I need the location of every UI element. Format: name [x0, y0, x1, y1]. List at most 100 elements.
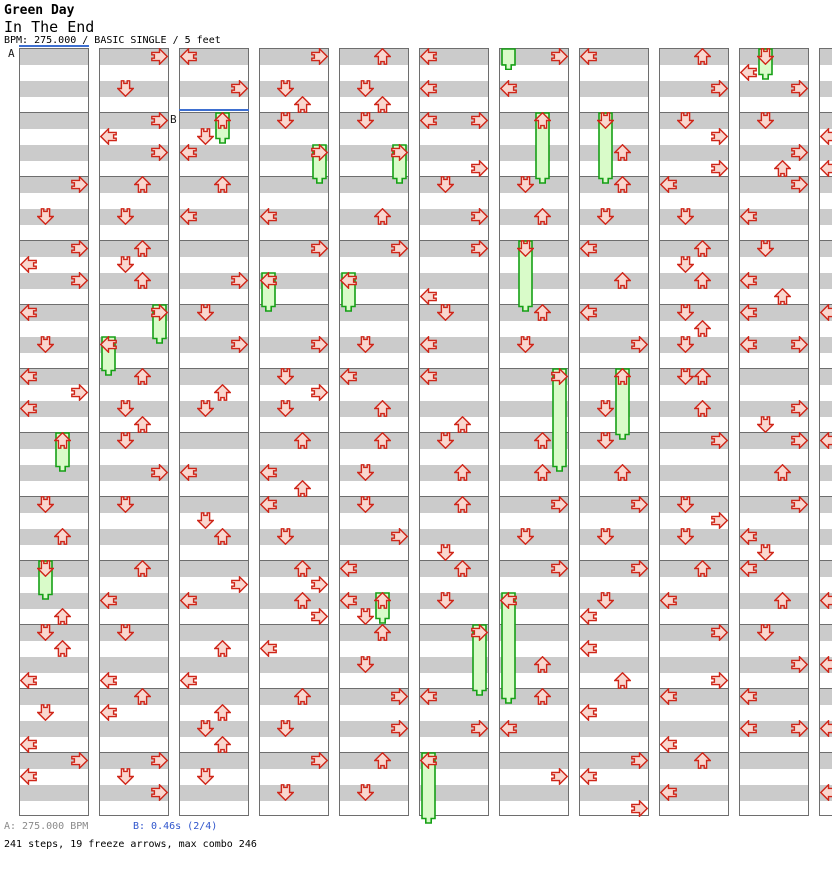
down-arrow-icon: [676, 336, 695, 354]
left-arrow-icon: [179, 143, 197, 162]
up-arrow-icon: [213, 639, 232, 657]
measure-line: [99, 496, 169, 497]
left-arrow-icon: [819, 431, 832, 450]
up-arrow-icon: [133, 175, 152, 193]
measure-line: [499, 560, 569, 561]
right-arrow-icon: [471, 159, 489, 178]
left-arrow-icon: [499, 591, 517, 610]
up-arrow-icon: [453, 495, 472, 513]
up-arrow-icon: [533, 655, 552, 673]
freeze-bar: [501, 48, 516, 71]
measure-line: [739, 176, 809, 177]
up-arrow-icon: [133, 687, 152, 705]
up-arrow-icon: [533, 207, 552, 225]
right-arrow-icon: [71, 383, 89, 402]
down-arrow-icon: [116, 256, 135, 274]
measure-line: [19, 304, 89, 305]
down-arrow-icon: [356, 784, 375, 802]
up-arrow-icon: [773, 591, 792, 609]
measure-line: [339, 432, 409, 433]
freeze-bar: [552, 368, 567, 472]
down-arrow-icon: [436, 176, 455, 194]
up-arrow-icon: [693, 47, 712, 65]
song-title: In The End: [4, 18, 95, 36]
down-arrow-icon: [516, 528, 535, 546]
left-arrow-icon: [739, 271, 757, 290]
left-arrow-icon: [739, 303, 757, 322]
right-arrow-icon: [151, 303, 169, 322]
right-arrow-icon: [471, 207, 489, 226]
right-arrow-icon: [151, 751, 169, 770]
down-arrow-icon: [276, 528, 295, 546]
measure-line: [659, 752, 729, 753]
up-arrow-icon: [53, 607, 72, 625]
measure-line: [339, 112, 409, 113]
down-arrow-icon: [356, 608, 375, 626]
left-arrow-icon: [579, 607, 597, 626]
measure-line: [419, 496, 489, 497]
right-arrow-icon: [231, 575, 249, 594]
right-arrow-icon: [711, 159, 729, 178]
left-arrow-icon: [659, 175, 677, 194]
measure-line: [819, 368, 832, 369]
measure-line: [339, 688, 409, 689]
measure-line: [259, 368, 329, 369]
freeze-bar: [598, 112, 613, 184]
left-arrow-icon: [179, 463, 197, 482]
up-arrow-icon: [373, 207, 392, 225]
measure-line: [99, 432, 169, 433]
down-arrow-icon: [356, 112, 375, 130]
down-arrow-icon: [196, 304, 215, 322]
up-arrow-icon: [293, 591, 312, 609]
down-arrow-icon: [356, 496, 375, 514]
down-arrow-icon: [36, 208, 55, 226]
left-arrow-icon: [99, 127, 117, 146]
left-arrow-icon: [579, 639, 597, 658]
measure-line: [259, 240, 329, 241]
left-arrow-icon: [99, 671, 117, 690]
left-arrow-icon: [819, 303, 832, 322]
measure-line: [99, 624, 169, 625]
up-arrow-icon: [213, 735, 232, 753]
down-arrow-icon: [596, 432, 615, 450]
measure-line: [499, 112, 569, 113]
up-arrow-icon: [293, 95, 312, 113]
right-arrow-icon: [551, 767, 569, 786]
right-arrow-icon: [711, 431, 729, 450]
right-arrow-icon: [551, 559, 569, 578]
left-arrow-icon: [19, 399, 37, 418]
measure-line: [259, 496, 329, 497]
measure-line: [259, 112, 329, 113]
measure-line: [339, 176, 409, 177]
right-arrow-icon: [311, 607, 329, 626]
measure-line: [259, 304, 329, 305]
down-arrow-icon: [116, 432, 135, 450]
up-arrow-icon: [213, 703, 232, 721]
marker-b-line: [179, 109, 249, 111]
down-arrow-icon: [756, 240, 775, 258]
left-arrow-icon: [659, 735, 677, 754]
up-arrow-icon: [533, 431, 552, 449]
up-arrow-icon: [373, 399, 392, 417]
left-arrow-icon: [19, 671, 37, 690]
down-arrow-icon: [756, 48, 775, 66]
up-arrow-icon: [693, 319, 712, 337]
left-arrow-icon: [259, 639, 277, 658]
down-arrow-icon: [436, 432, 455, 450]
measure-line: [819, 176, 832, 177]
right-arrow-icon: [231, 335, 249, 354]
down-arrow-icon: [436, 544, 455, 562]
right-arrow-icon: [711, 127, 729, 146]
down-arrow-icon: [116, 768, 135, 786]
measure-line: [179, 560, 249, 561]
up-arrow-icon: [213, 383, 232, 401]
right-arrow-icon: [471, 719, 489, 738]
right-arrow-icon: [551, 47, 569, 66]
measure-line: [19, 112, 89, 113]
measure-line: [259, 432, 329, 433]
measure-line: [259, 560, 329, 561]
measure-line: [339, 240, 409, 241]
down-arrow-icon: [596, 208, 615, 226]
measure-line: [179, 304, 249, 305]
freeze-bar: [472, 624, 487, 696]
